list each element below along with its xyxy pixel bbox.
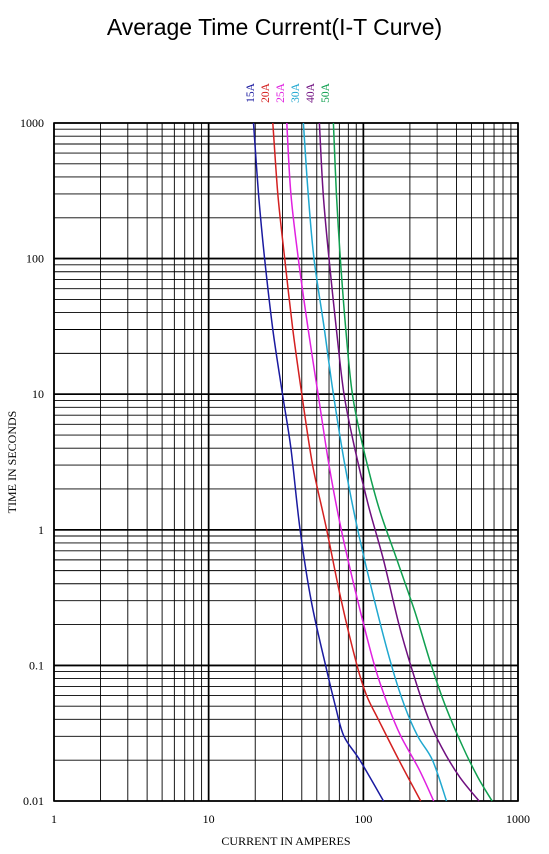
y-tick-label: 1000 bbox=[20, 116, 44, 130]
x-tick-label: 1 bbox=[51, 812, 57, 826]
legend-label-15a: 15A bbox=[245, 82, 257, 103]
x-tick-label: 1000 bbox=[506, 812, 530, 826]
series-line-15a bbox=[252, 122, 385, 802]
series-line-40a bbox=[318, 122, 480, 802]
y-tick-label: 0.1 bbox=[29, 658, 44, 672]
series-line-50a bbox=[332, 122, 493, 802]
chart-title: Average Time Current(I-T Curve) bbox=[106, 14, 443, 40]
tick-labels: 1 10 100 1000 1000 100 10 1 0.1 0.01 bbox=[20, 116, 530, 826]
legend-label-30a: 30A bbox=[290, 82, 302, 103]
series-line-20a bbox=[272, 122, 422, 802]
series-curves bbox=[252, 122, 493, 802]
x-tick-label: 100 bbox=[354, 812, 372, 826]
y-axis-label: TIME IN SECONDS bbox=[5, 411, 19, 514]
series-line-25a bbox=[286, 122, 435, 802]
y-tick-label: 0.01 bbox=[23, 794, 44, 808]
x-axis-label: CURRENT IN AMPERES bbox=[221, 834, 350, 848]
legend-label-50a: 50A bbox=[320, 82, 332, 103]
grid bbox=[53, 122, 519, 802]
legend-label-40a: 40A bbox=[305, 82, 317, 103]
plot-frame bbox=[53, 122, 519, 802]
y-tick-label: 1 bbox=[38, 523, 44, 537]
y-tick-label: 100 bbox=[26, 252, 44, 266]
x-tick-label: 10 bbox=[203, 812, 215, 826]
legend: 15A 20A 25A 30A 40A 50A bbox=[245, 82, 332, 103]
y-tick-label: 10 bbox=[32, 387, 44, 401]
legend-label-20a: 20A bbox=[260, 82, 272, 103]
legend-label-25a: 25A bbox=[275, 82, 287, 103]
series-line-30a bbox=[302, 122, 448, 802]
